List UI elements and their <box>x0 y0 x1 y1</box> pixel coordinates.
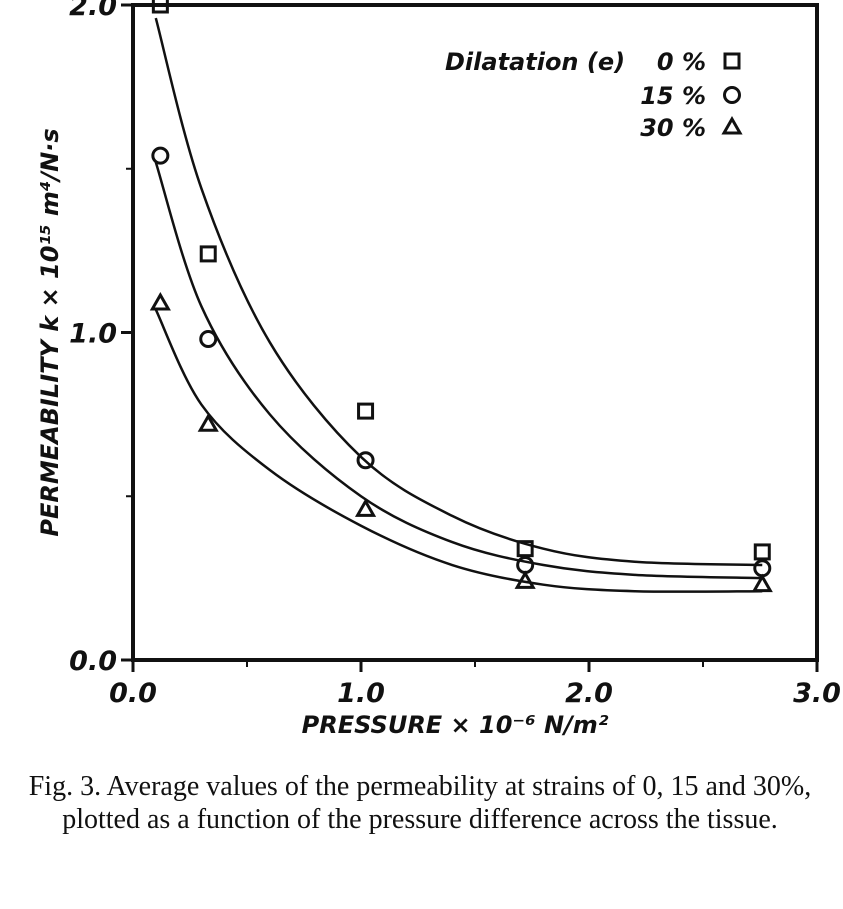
y-tick-label: 0.0 <box>69 646 117 677</box>
x-axis-label: PRESSURE × 10⁻⁶ N/m² <box>302 711 609 739</box>
x-tick-label: 2.0 <box>565 678 613 709</box>
fit-curve-series-1 <box>154 161 763 580</box>
x-tick-label: 3.0 <box>793 678 841 709</box>
data-point-series-1 <box>356 451 375 470</box>
legend-label-series-2: 30 % <box>640 114 706 142</box>
data-point-series-0 <box>516 540 534 558</box>
data-point-series-2 <box>354 498 377 517</box>
legend-label-series-1: 15 % <box>640 82 706 110</box>
fit-curve-series-2 <box>154 309 763 593</box>
plot-frame <box>131 3 819 662</box>
data-point-series-2 <box>751 573 773 593</box>
y-tick-label: 2.0 <box>69 0 117 22</box>
y-tick-label: 1.0 <box>69 319 117 350</box>
legend-label-series-0: 0 % <box>657 48 706 76</box>
data-point-series-2 <box>197 413 219 432</box>
legend-marker-series-1 <box>723 86 741 104</box>
x-tick-label: 0.0 <box>109 678 157 709</box>
data-point-series-0 <box>753 543 771 561</box>
legend-marker-series-2 <box>721 115 743 135</box>
data-point-series-1 <box>753 559 772 578</box>
data-point-series-0 <box>151 0 169 14</box>
data-point-series-0 <box>199 245 217 263</box>
figure-caption: Fig. 3. Average values of the permeabili… <box>28 771 812 835</box>
data-point-series-2 <box>514 570 536 589</box>
data-point-series-2 <box>149 292 171 311</box>
x-tick-label: 1.0 <box>337 678 385 709</box>
data-point-series-1 <box>151 146 170 165</box>
data-point-series-1 <box>199 330 218 349</box>
data-point-series-1 <box>516 556 535 575</box>
legend-marker-series-0 <box>723 52 741 70</box>
fit-curve-series-0 <box>154 17 763 567</box>
data-point-series-0 <box>357 402 375 420</box>
y-axis-label: PERMEABILITY k × 10¹⁵ m⁴/N·s <box>36 128 64 536</box>
legend-title: Dilatation (e) <box>445 48 625 76</box>
